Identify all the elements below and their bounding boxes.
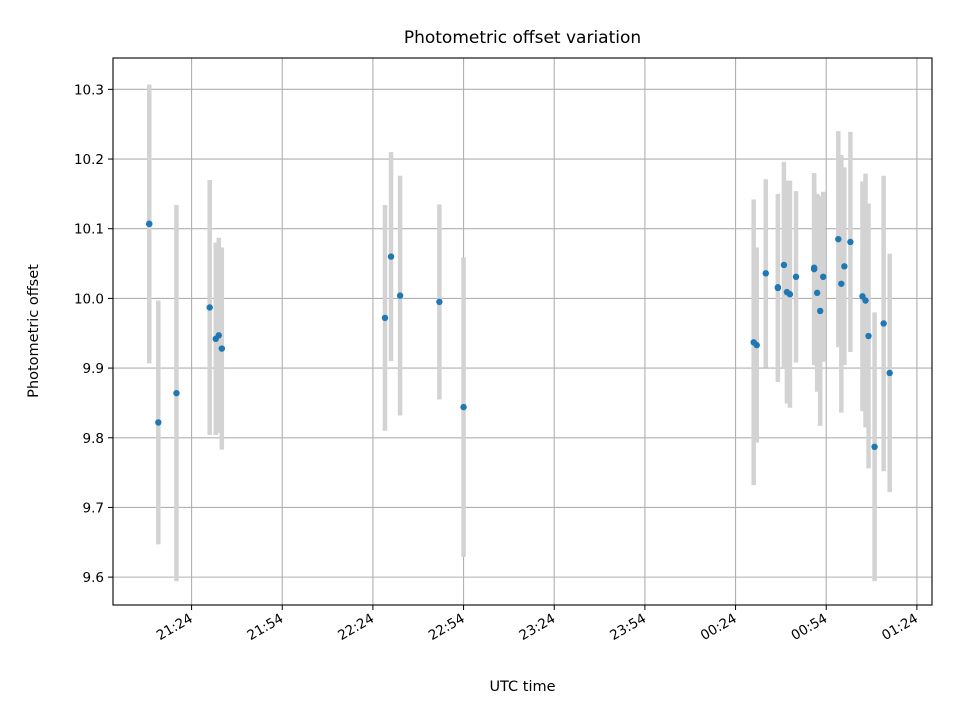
data-point	[396, 292, 404, 299]
data-point	[146, 220, 153, 228]
data-point	[871, 443, 878, 451]
plot-frame	[112, 57, 933, 606]
data-point	[862, 297, 869, 304]
grid	[113, 58, 932, 605]
data-point	[753, 341, 760, 349]
data-point	[835, 235, 842, 243]
y-tick-label: 9.7	[83, 500, 104, 516]
data-point	[820, 273, 827, 280]
y-tick-label: 9.8	[83, 431, 104, 447]
y-tick-label: 9.9	[83, 361, 104, 377]
data-point	[206, 304, 213, 311]
data-point	[786, 291, 794, 298]
data-point	[780, 261, 788, 269]
data-point	[865, 332, 872, 340]
data-point	[387, 253, 395, 260]
data-point	[381, 314, 389, 322]
data-point	[886, 369, 893, 377]
data-point	[460, 403, 467, 411]
y-tick-label: 10.2	[74, 152, 104, 168]
y-tick-label: 10.0	[74, 291, 104, 307]
data-point	[841, 263, 848, 270]
data-point	[813, 289, 821, 297]
y-tick-label: 9.6	[83, 570, 104, 586]
data-point	[774, 284, 782, 292]
y-axis-label: Photometric offset	[26, 264, 42, 398]
data-point	[816, 307, 824, 315]
chart-title: Photometric offset variation	[404, 28, 641, 48]
data-point	[436, 298, 443, 306]
data-point	[792, 273, 800, 280]
data-point	[173, 389, 180, 397]
data-points	[146, 220, 893, 451]
data-point	[215, 332, 222, 339]
x-axis-label: UTC time	[489, 679, 555, 695]
data-point	[155, 419, 162, 426]
data-point	[762, 270, 769, 277]
data-point	[880, 320, 887, 327]
y-tick-label: 10.3	[74, 82, 104, 98]
y-tick-label: 10.1	[74, 222, 104, 238]
data-point	[810, 264, 818, 271]
data-point	[847, 238, 854, 246]
data-point	[838, 280, 845, 287]
data-point	[218, 345, 225, 352]
y-axis-ticks: 9.6 9.7 9.8 9.9 10.0 10.1 10.2 10.3	[74, 82, 113, 586]
